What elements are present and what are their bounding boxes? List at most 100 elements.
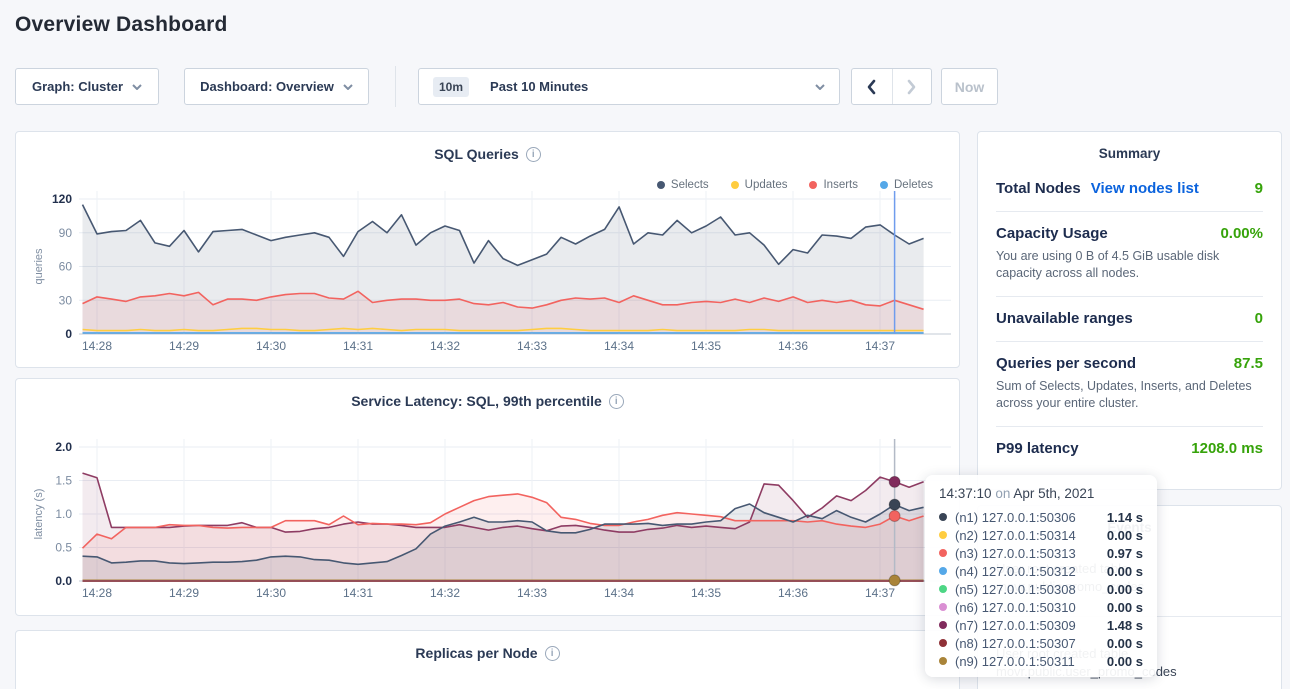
time-range-label: Past 10 Minutes xyxy=(490,79,588,94)
svg-text:2.0: 2.0 xyxy=(55,440,72,454)
time-back-button[interactable] xyxy=(852,69,892,104)
summary-row: Queries per second 87.5 Sum of Selects, Up… xyxy=(996,341,1263,426)
tooltip-node-value: 0.00 s xyxy=(1107,528,1143,543)
tooltip-row: (n8) 127.0.0.1:50307 0.00 s xyxy=(939,634,1143,652)
legend-item-selects[interactable]: Selects xyxy=(657,179,709,191)
node-color-dot xyxy=(939,513,947,521)
tooltip-node-address: (n2) 127.0.0.1:50314 xyxy=(955,528,1076,543)
node-color-dot xyxy=(939,621,947,629)
summary-row: Capacity Usage 0.00% You are using 0 B of … xyxy=(996,211,1263,296)
tooltip-node-address: (n5) 127.0.0.1:50308 xyxy=(955,582,1076,597)
sql-queries-card: 14:28 14:29 14:30 14:31 14:32 14:33 14:34 14:35… xyxy=(15,131,960,368)
tooltip-node-address: (n4) 127.0.0.1:50312 xyxy=(955,564,1076,579)
svg-text:14:32: 14:32 xyxy=(430,586,460,600)
chevron-down-icon xyxy=(343,84,353,90)
legend-label: Inserts xyxy=(823,179,858,191)
time-forward-button[interactable] xyxy=(892,69,932,104)
svg-text:14:29: 14:29 xyxy=(169,339,199,353)
legend-dot xyxy=(809,181,817,189)
tooltip-node-address: (n1) 127.0.0.1:50306 xyxy=(955,510,1076,525)
svg-text:14:33: 14:33 xyxy=(517,339,547,353)
legend-item-deletes[interactable]: Deletes xyxy=(880,179,933,191)
page-title: Overview Dashboard xyxy=(15,13,228,37)
summary-title: Summary xyxy=(996,146,1263,161)
summary-row: Total Nodes View nodes list 9 xyxy=(996,167,1263,211)
info-icon[interactable] xyxy=(609,394,624,409)
chevron-left-icon xyxy=(866,79,877,95)
svg-text:14:36: 14:36 xyxy=(778,339,808,353)
summary-panel: Summary Total Nodes View nodes list 9 Capac… xyxy=(977,131,1282,490)
chevron-right-icon xyxy=(906,79,917,95)
tooltip-row: (n7) 127.0.0.1:503091.48 s xyxy=(939,616,1143,634)
tooltip-node-address: (n9) 127.0.0.1:50311 xyxy=(955,654,1075,669)
chevron-down-icon xyxy=(815,84,825,90)
legend-dot xyxy=(731,181,739,189)
summary-value: 1208.0 ms xyxy=(1191,440,1263,457)
svg-text:14:35: 14:35 xyxy=(691,586,721,600)
dashboard-dropdown[interactable]: Dashboard: Overview xyxy=(184,68,369,105)
summary-value: 87.5 xyxy=(1234,355,1263,372)
time-range-picker[interactable]: 10m Past 10 Minutes xyxy=(418,68,840,105)
toolbar-divider xyxy=(395,66,396,107)
service-latency-chart[interactable]: 14:2814:2914:3014:3114:3214:3314:3414:35… xyxy=(16,379,961,617)
info-icon[interactable] xyxy=(545,646,560,661)
chart-legend: Selects Updates Inserts Deletes xyxy=(657,179,933,191)
svg-text:120: 120 xyxy=(52,192,72,206)
summary-description: Sum of Selects, Updates, Inserts, and De… xyxy=(996,378,1263,412)
summary-label: Capacity Usage xyxy=(996,225,1108,242)
svg-text:14:35: 14:35 xyxy=(691,339,721,353)
svg-text:14:28: 14:28 xyxy=(82,339,112,353)
summary-label: Queries per second xyxy=(996,355,1136,372)
node-color-dot xyxy=(939,585,947,593)
svg-text:14:30: 14:30 xyxy=(256,339,286,353)
tooltip-row: (n2) 127.0.0.1:50314 0.00 s xyxy=(939,526,1143,544)
tooltip-node-value: 0.00 s xyxy=(1107,564,1143,579)
svg-text:14:34: 14:34 xyxy=(604,339,634,353)
legend-item-inserts[interactable]: Inserts xyxy=(809,179,858,191)
svg-text:90: 90 xyxy=(59,226,73,240)
svg-text:14:28: 14:28 xyxy=(82,586,112,600)
legend-item-updates[interactable]: Updates xyxy=(731,179,788,191)
svg-text:14:31: 14:31 xyxy=(343,586,373,600)
summary-value: 9 xyxy=(1255,180,1263,197)
tooltip-node-address: (n7) 127.0.0.1:50309 xyxy=(955,618,1076,633)
tooltip-node-value: 0.00 s xyxy=(1107,600,1143,615)
summary-value: 0.00% xyxy=(1220,225,1263,242)
node-color-dot xyxy=(939,531,947,539)
node-color-dot xyxy=(939,567,947,575)
svg-text:0.5: 0.5 xyxy=(55,541,72,555)
tooltip-row: (n3) 127.0.0.1:503130.97 s xyxy=(939,544,1143,562)
chart-title: Service Latency: SQL, 99th percentile xyxy=(16,393,959,409)
svg-text:14:36: 14:36 xyxy=(778,586,808,600)
tooltip-row: (n4) 127.0.0.1:50312 0.00 s xyxy=(939,562,1143,580)
sql-queries-chart[interactable]: 14:28 14:29 14:30 14:31 14:32 14:33 14:34 14:35… xyxy=(16,132,961,369)
dashboard-dropdown-label: Dashboard: Overview xyxy=(200,79,334,94)
svg-text:30: 30 xyxy=(59,293,73,307)
chart-title: SQL Queries xyxy=(16,146,959,162)
svg-text:14:31: 14:31 xyxy=(343,339,373,353)
legend-label: Deletes xyxy=(894,179,933,191)
svg-text:0.0: 0.0 xyxy=(55,574,72,588)
view-nodes-list-link[interactable]: View nodes list xyxy=(1091,180,1199,197)
svg-text:1.5: 1.5 xyxy=(55,474,72,488)
tooltip-node-address: (n8) 127.0.0.1:50307 xyxy=(955,636,1076,651)
node-color-dot xyxy=(939,639,947,647)
node-color-dot xyxy=(939,657,947,665)
graph-dropdown[interactable]: Graph: Cluster xyxy=(15,68,159,105)
summary-description: You are using 0 B of 4.5 GiB usable disk… xyxy=(996,248,1263,282)
time-step-group xyxy=(851,68,932,105)
svg-text:0: 0 xyxy=(65,327,72,341)
now-button[interactable]: Now xyxy=(941,68,998,105)
time-range-badge: 10m xyxy=(433,77,469,97)
chart-title: Replicas per Node xyxy=(16,645,959,661)
svg-text:14:29: 14:29 xyxy=(169,586,199,600)
legend-dot xyxy=(657,181,665,189)
summary-label: Total Nodes xyxy=(996,180,1081,197)
svg-text:60: 60 xyxy=(59,260,73,274)
tooltip-node-value: 0.00 s xyxy=(1107,636,1143,651)
chart-hover-tooltip: 14:37:10 on Apr 5th, 2021 (n1) 127.0.0.1… xyxy=(925,475,1157,677)
info-icon[interactable] xyxy=(526,147,541,162)
node-color-dot xyxy=(939,549,947,557)
svg-text:14:32: 14:32 xyxy=(430,339,460,353)
graph-dropdown-label: Graph: Cluster xyxy=(32,79,123,94)
